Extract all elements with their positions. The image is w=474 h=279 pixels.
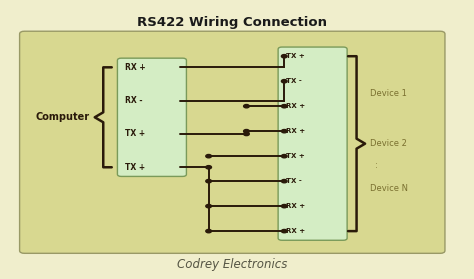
Circle shape bbox=[206, 205, 211, 208]
Text: TX +: TX + bbox=[126, 163, 146, 172]
Text: TX +: TX + bbox=[286, 153, 305, 159]
Circle shape bbox=[282, 105, 287, 108]
Text: TX +: TX + bbox=[126, 129, 146, 138]
Circle shape bbox=[282, 205, 287, 208]
Circle shape bbox=[244, 129, 249, 133]
Circle shape bbox=[206, 166, 211, 169]
Circle shape bbox=[244, 132, 249, 136]
Text: RX -: RX - bbox=[126, 96, 143, 105]
Text: RX +: RX + bbox=[286, 103, 305, 109]
Text: TX -: TX - bbox=[286, 78, 302, 84]
Text: Codrey Electronics: Codrey Electronics bbox=[177, 258, 287, 271]
Text: RX +: RX + bbox=[286, 203, 305, 209]
Circle shape bbox=[206, 179, 211, 183]
FancyBboxPatch shape bbox=[118, 58, 186, 176]
Circle shape bbox=[244, 105, 249, 108]
Text: RX +: RX + bbox=[286, 228, 305, 234]
Circle shape bbox=[206, 229, 211, 233]
Text: Device 1: Device 1 bbox=[370, 89, 407, 98]
Circle shape bbox=[282, 155, 287, 158]
Circle shape bbox=[206, 155, 211, 158]
FancyBboxPatch shape bbox=[278, 47, 347, 240]
Text: Device 2: Device 2 bbox=[370, 139, 407, 148]
FancyBboxPatch shape bbox=[19, 31, 445, 253]
Circle shape bbox=[282, 55, 287, 58]
Text: TX +: TX + bbox=[286, 53, 305, 59]
Text: RX +: RX + bbox=[126, 63, 146, 72]
Text: TX -: TX - bbox=[286, 178, 302, 184]
Text: RS422 Wiring Connection: RS422 Wiring Connection bbox=[137, 16, 327, 29]
Circle shape bbox=[282, 179, 287, 183]
Circle shape bbox=[282, 80, 287, 83]
Circle shape bbox=[282, 229, 287, 233]
Text: Computer: Computer bbox=[36, 112, 90, 122]
Circle shape bbox=[282, 129, 287, 133]
Text: Device N: Device N bbox=[370, 184, 408, 193]
Text: :: : bbox=[375, 161, 378, 170]
Text: RX +: RX + bbox=[286, 128, 305, 134]
